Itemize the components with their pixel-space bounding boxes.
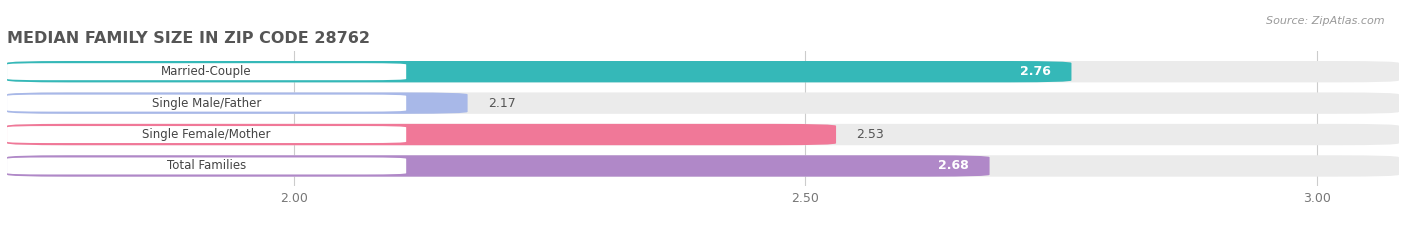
Text: Source: ZipAtlas.com: Source: ZipAtlas.com — [1267, 16, 1385, 26]
Text: MEDIAN FAMILY SIZE IN ZIP CODE 28762: MEDIAN FAMILY SIZE IN ZIP CODE 28762 — [7, 31, 370, 46]
Text: 2.68: 2.68 — [938, 159, 969, 172]
FancyBboxPatch shape — [7, 155, 1399, 177]
FancyBboxPatch shape — [7, 158, 406, 175]
FancyBboxPatch shape — [7, 124, 1399, 145]
FancyBboxPatch shape — [7, 126, 406, 143]
FancyBboxPatch shape — [7, 93, 1399, 114]
FancyBboxPatch shape — [7, 93, 468, 114]
Text: Married-Couple: Married-Couple — [162, 65, 252, 78]
FancyBboxPatch shape — [7, 63, 406, 80]
Text: 2.53: 2.53 — [856, 128, 884, 141]
FancyBboxPatch shape — [7, 61, 1071, 82]
Text: 2.17: 2.17 — [488, 97, 516, 110]
FancyBboxPatch shape — [7, 124, 837, 145]
Text: 2.76: 2.76 — [1021, 65, 1050, 78]
FancyBboxPatch shape — [7, 95, 406, 112]
Text: Total Families: Total Families — [167, 159, 246, 172]
FancyBboxPatch shape — [7, 155, 990, 177]
Text: Single Male/Father: Single Male/Father — [152, 97, 262, 110]
FancyBboxPatch shape — [7, 61, 1399, 82]
Text: Single Female/Mother: Single Female/Mother — [142, 128, 271, 141]
